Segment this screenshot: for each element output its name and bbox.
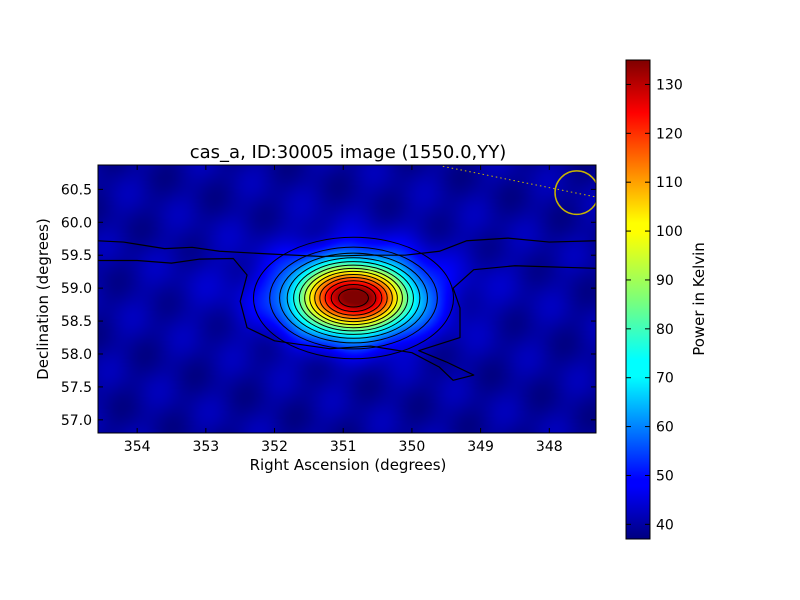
contour-line [309, 270, 398, 326]
contour-line [293, 261, 414, 335]
contour-line [330, 283, 377, 313]
contour-line [286, 257, 421, 339]
dotted-track-line [442, 165, 596, 198]
colorbar-label: Power in Kelvin [690, 242, 708, 356]
colorbar-tick-label: 40 [656, 517, 674, 533]
y-tick-label: 57.5 [61, 380, 92, 396]
heatmap-image [98, 165, 596, 433]
colorbar-tick-label: 50 [656, 468, 674, 484]
contour-line [253, 236, 455, 360]
x-axis-ticks: 354 353 352 351 350 349 348 [124, 165, 563, 455]
x-axis-label: Right Ascension (degrees) [250, 456, 447, 474]
colorbar-tick-label: 100 [656, 224, 683, 240]
colorbar-tick-label: 110 [656, 175, 683, 191]
x-tick-label: 349 [467, 439, 494, 455]
contour-line [304, 267, 403, 329]
colorbar-tick-label: 130 [656, 77, 683, 93]
contour-line [269, 246, 438, 350]
y-tick-label: 60.0 [61, 215, 92, 231]
y-axis-ticks: 57.0 57.5 58.0 58.5 59.0 59.5 60.0 60.5 [61, 182, 596, 429]
colorbar: 40 50 60 70 80 90 100 110 120 130 Power in Kelvin [625, 59, 708, 540]
colorbar-tick-label: 70 [656, 371, 674, 387]
x-tick-label: 351 [330, 439, 357, 455]
contour-line [279, 252, 428, 344]
chart-title: cas_a, ID:30005 image (1550.0,YY) [190, 142, 507, 163]
contour-line [319, 277, 388, 319]
contour-line [324, 280, 383, 316]
plot-area [97, 164, 597, 434]
contour-line [98, 257, 596, 381]
contour-line [298, 264, 409, 332]
contour-line [314, 273, 393, 323]
colorbar-tick-label: 90 [656, 273, 674, 289]
plot-frame [97, 164, 597, 434]
contour-line [338, 288, 369, 308]
x-tick-label: 353 [192, 439, 219, 455]
colorbar-gradient [625, 59, 651, 540]
x-tick-label: 350 [399, 439, 426, 455]
y-axis-label: Declination (degrees) [34, 218, 52, 380]
y-tick-label: 59.5 [61, 248, 92, 264]
y-tick-label: 60.5 [61, 182, 92, 198]
x-tick-label: 352 [261, 439, 288, 455]
colorbar-tick-label: 120 [656, 126, 683, 142]
colorbar-tick-label: 60 [656, 420, 674, 436]
contour-line [98, 237, 596, 258]
beam-circle [554, 170, 596, 216]
colorbar-tick-label: 80 [656, 322, 674, 338]
y-tick-label: 57.0 [61, 413, 92, 429]
colorbar-ticks: 40 50 60 70 80 90 100 110 120 130 [626, 77, 683, 533]
y-tick-label: 59.0 [61, 281, 92, 297]
y-tick-label: 58.5 [61, 314, 92, 330]
x-tick-label: 354 [124, 439, 151, 455]
y-tick-label: 58.0 [61, 347, 92, 363]
contour-lines [98, 236, 596, 381]
x-tick-label: 348 [536, 439, 563, 455]
